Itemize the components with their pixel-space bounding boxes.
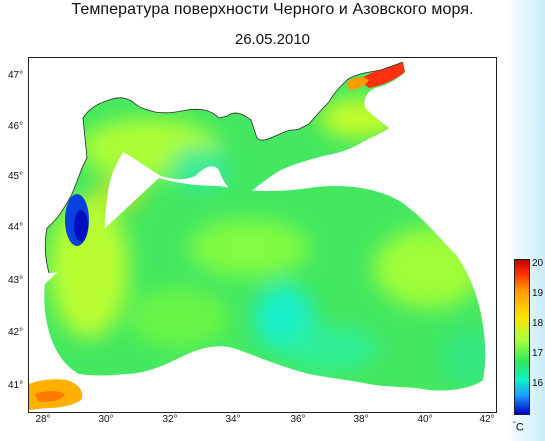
lon-label-34: 34° (225, 414, 241, 425)
lon-label-36: 36° (290, 414, 306, 425)
lat-label-44: 44° (8, 222, 24, 233)
lat-label-45: 45° (8, 171, 24, 182)
lon-label-32: 32° (162, 414, 178, 425)
lon-label-30: 30° (98, 414, 114, 425)
colorbar-unit: °C (513, 421, 524, 434)
sea-temperature-map (29, 58, 496, 412)
map-title: Температура поверхности Черного и Азовск… (71, 1, 474, 18)
sea-temperature-field (44, 62, 486, 391)
colorbar-label-16: 16 (532, 378, 544, 389)
colorbar-label-18: 18 (532, 318, 544, 329)
colorbar-label-17: 17 (532, 348, 544, 359)
lat-label-42: 42° (8, 327, 24, 338)
lon-label-42: 42° (479, 414, 495, 425)
map-date: 26.05.2010 (234, 31, 311, 48)
lat-label-46: 46° (8, 121, 24, 132)
colorbar-label-19: 19 (532, 288, 544, 299)
lon-label-40: 40° (417, 414, 433, 425)
lat-label-47: 47° (8, 70, 24, 81)
lat-label-41: 41° (8, 380, 24, 391)
lon-label-28: 28° (35, 414, 51, 425)
colorbar-label-20: 20 (532, 258, 544, 269)
lon-label-38: 38° (353, 414, 369, 425)
lat-label-43: 43° (8, 275, 24, 286)
map-frame (28, 57, 497, 413)
temperature-colorbar (514, 259, 530, 415)
